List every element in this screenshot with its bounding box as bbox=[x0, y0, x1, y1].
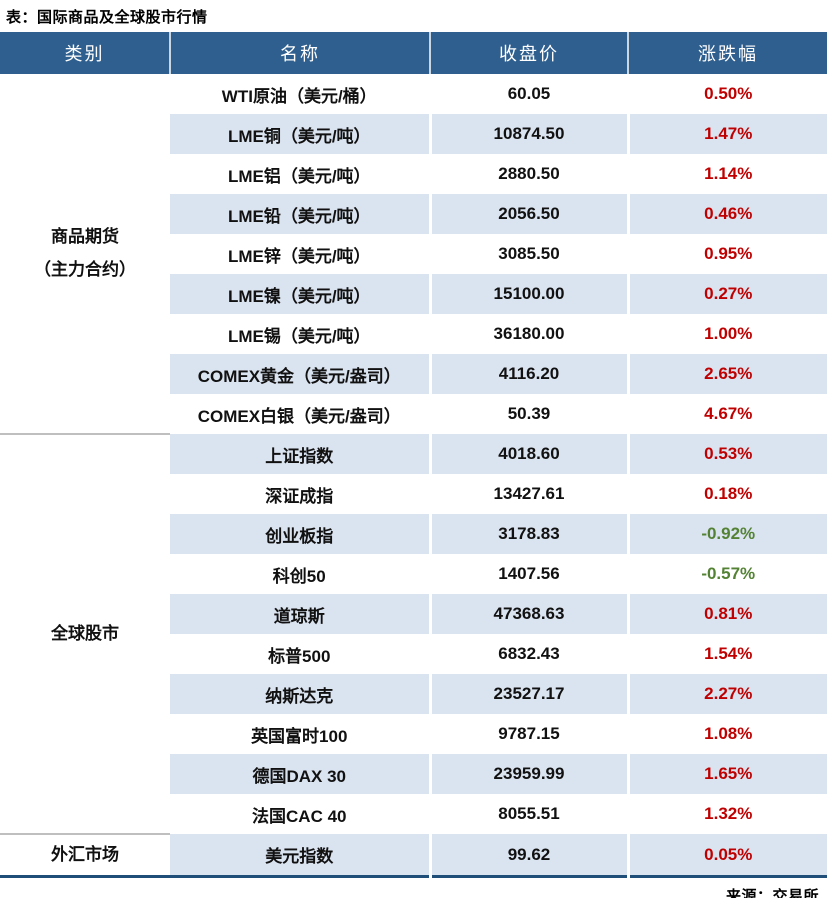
column-header-change: 涨跌幅 bbox=[627, 32, 827, 74]
name-cell: WTI原油（美元/桶） bbox=[221, 86, 377, 106]
change-percent-cell: 2.65% bbox=[626, 354, 827, 394]
change-percent-cell: 0.50% bbox=[626, 74, 827, 114]
name-cell: 法国CAC 40 bbox=[252, 806, 347, 826]
change-percent-cell: 0.18% bbox=[626, 474, 827, 514]
table-row: 德国DAX 30 23959.99 1.65% bbox=[0, 754, 827, 794]
table-row: LME铝（美元/吨） 2880.50 1.14% bbox=[0, 154, 827, 194]
change-percent-cell: -0.57% bbox=[626, 554, 827, 594]
close-price-cell: 13427.61 bbox=[428, 474, 628, 514]
table-row: 商品期货 （主力合约） WTI原油（美元/桶） 60.05 0.50% bbox=[0, 74, 827, 434]
close-price-cell: 50.39 bbox=[428, 394, 628, 434]
close-price-cell: 8055.51 bbox=[428, 794, 628, 834]
change-percent-cell: 4.67% bbox=[626, 394, 827, 434]
change-percent-cell: 0.05% bbox=[626, 834, 827, 877]
table-row: 标普500 6832.43 1.54% bbox=[0, 634, 827, 674]
close-price-cell: 23959.99 bbox=[428, 754, 628, 794]
table-body: 商品期货 （主力合约） WTI原油（美元/桶） 60.05 0.50% LME铜（美元/… bbox=[0, 74, 827, 877]
column-header-close: 收盘价 bbox=[429, 32, 628, 74]
name-cell: 美元指数 bbox=[170, 834, 430, 877]
table-row: 英国富时100 9787.15 1.08% bbox=[0, 714, 827, 754]
table-row: COMEX黄金（美元/盎司） 4116.20 2.65% bbox=[0, 354, 827, 394]
close-price-cell: 1407.56 bbox=[428, 554, 628, 594]
name-cell: COMEX白银（美元/盎司） bbox=[197, 406, 401, 426]
change-percent-cell: 1.14% bbox=[626, 154, 827, 194]
change-percent-cell: 1.32% bbox=[626, 794, 827, 834]
close-price-cell: 15100.00 bbox=[428, 274, 628, 314]
change-percent-cell: 1.00% bbox=[626, 314, 827, 354]
name-cell: 纳斯达克 bbox=[170, 674, 430, 714]
name-cell: 创业板指 bbox=[170, 514, 430, 554]
name-cell: 英国富时100 bbox=[251, 726, 348, 746]
table-row: LME铜（美元/吨） 10874.50 1.47% bbox=[0, 114, 827, 154]
close-price-cell: 2880.50 bbox=[428, 154, 628, 194]
table-row: 科创50 1407.56 -0.57% bbox=[0, 554, 827, 594]
change-percent-cell: 0.53% bbox=[626, 434, 827, 474]
close-price-cell: 60.05 bbox=[428, 74, 628, 114]
change-percent-cell: 0.81% bbox=[626, 594, 827, 634]
name-cell: LME铝（美元/吨） bbox=[227, 166, 371, 186]
table-row: LME镍（美元/吨） 15100.00 0.27% bbox=[0, 274, 827, 314]
close-price-cell: 9787.15 bbox=[428, 714, 628, 754]
name-cell: LME镍（美元/吨） bbox=[170, 274, 430, 314]
change-percent-cell: 1.47% bbox=[626, 114, 827, 154]
table-row: LME铅（美元/吨） 2056.50 0.46% bbox=[0, 194, 827, 234]
close-price-cell: 23527.17 bbox=[428, 674, 628, 714]
close-price-cell: 2056.50 bbox=[428, 194, 628, 234]
name-cell: LME铅（美元/吨） bbox=[170, 194, 430, 234]
category-cell: 外汇市场 bbox=[0, 833, 170, 877]
table-row: LME锌（美元/吨） 3085.50 0.95% bbox=[0, 234, 827, 274]
close-price-cell: 10874.50 bbox=[428, 114, 628, 154]
name-cell: LME锡（美元/吨） bbox=[227, 326, 371, 346]
table-row: 外汇市场 美元指数 99.62 0.05% bbox=[0, 833, 827, 877]
change-percent-cell: 0.46% bbox=[626, 194, 827, 234]
column-header-category: 类别 bbox=[0, 32, 170, 74]
close-price-cell: 3178.83 bbox=[428, 514, 628, 554]
table-row: 纳斯达克 23527.17 2.27% bbox=[0, 674, 827, 714]
change-percent-cell: 0.27% bbox=[626, 274, 827, 314]
table-row: 创业板指 3178.83 -0.92% bbox=[0, 514, 827, 554]
name-cell: LME锌（美元/吨） bbox=[227, 246, 371, 266]
header-row: 类别 名称 收盘价 涨跌幅 bbox=[0, 32, 827, 74]
change-percent-cell: 1.65% bbox=[626, 754, 827, 794]
close-price-cell: 4116.20 bbox=[428, 354, 628, 394]
change-percent-cell: -0.92% bbox=[626, 514, 827, 554]
close-price-cell: 4018.60 bbox=[428, 434, 628, 474]
name-cell: 道琼斯 bbox=[170, 594, 430, 634]
name-cell: 上证指数 bbox=[170, 434, 430, 474]
close-price-cell: 47368.63 bbox=[428, 594, 628, 634]
name-cell: LME铜（美元/吨） bbox=[170, 114, 430, 154]
close-price-cell: 36180.00 bbox=[428, 314, 628, 354]
close-price-cell: 6832.43 bbox=[428, 634, 628, 674]
name-cell: COMEX黄金（美元/盎司） bbox=[170, 354, 430, 394]
name-cell: 标普500 bbox=[268, 646, 331, 666]
category-cell: 全球股市 bbox=[0, 433, 170, 834]
market-quotes-table: 类别 名称 收盘价 涨跌幅 商品期货 （主力合约） WTI原油（美元/桶） 60.0… bbox=[0, 32, 827, 878]
name-cell: 德国DAX 30 bbox=[170, 754, 430, 794]
table-row: LME锡（美元/吨） 36180.00 1.00% bbox=[0, 314, 827, 354]
table-row: 道琼斯 47368.63 0.81% bbox=[0, 594, 827, 634]
name-cell: 科创50 bbox=[272, 566, 326, 586]
category-cell: 商品期货 （主力合约） bbox=[0, 74, 170, 434]
data-source-note: 来源：交易所 bbox=[725, 888, 819, 898]
change-percent-cell: 0.95% bbox=[626, 234, 827, 274]
change-percent-cell: 2.27% bbox=[626, 674, 827, 714]
table-header: 类别 名称 收盘价 涨跌幅 bbox=[0, 32, 827, 74]
table-row: 全球股市 上证指数 4018.60 0.53% bbox=[0, 433, 827, 834]
table-row: 深证成指 13427.61 0.18% bbox=[0, 474, 827, 514]
table-title: 表：国际商品及全球股市行情 bbox=[6, 9, 208, 26]
change-percent-cell: 1.54% bbox=[626, 634, 827, 674]
close-price-cell: 99.62 bbox=[428, 834, 628, 877]
close-price-cell: 3085.50 bbox=[428, 234, 628, 274]
column-header-name: 名称 bbox=[169, 32, 430, 74]
change-percent-cell: 1.08% bbox=[626, 714, 827, 754]
table-row: COMEX白银（美元/盎司） 50.39 4.67% bbox=[0, 394, 827, 434]
table-row: 法国CAC 40 8055.51 1.32% bbox=[0, 794, 827, 834]
name-cell: 深证成指 bbox=[265, 486, 334, 506]
